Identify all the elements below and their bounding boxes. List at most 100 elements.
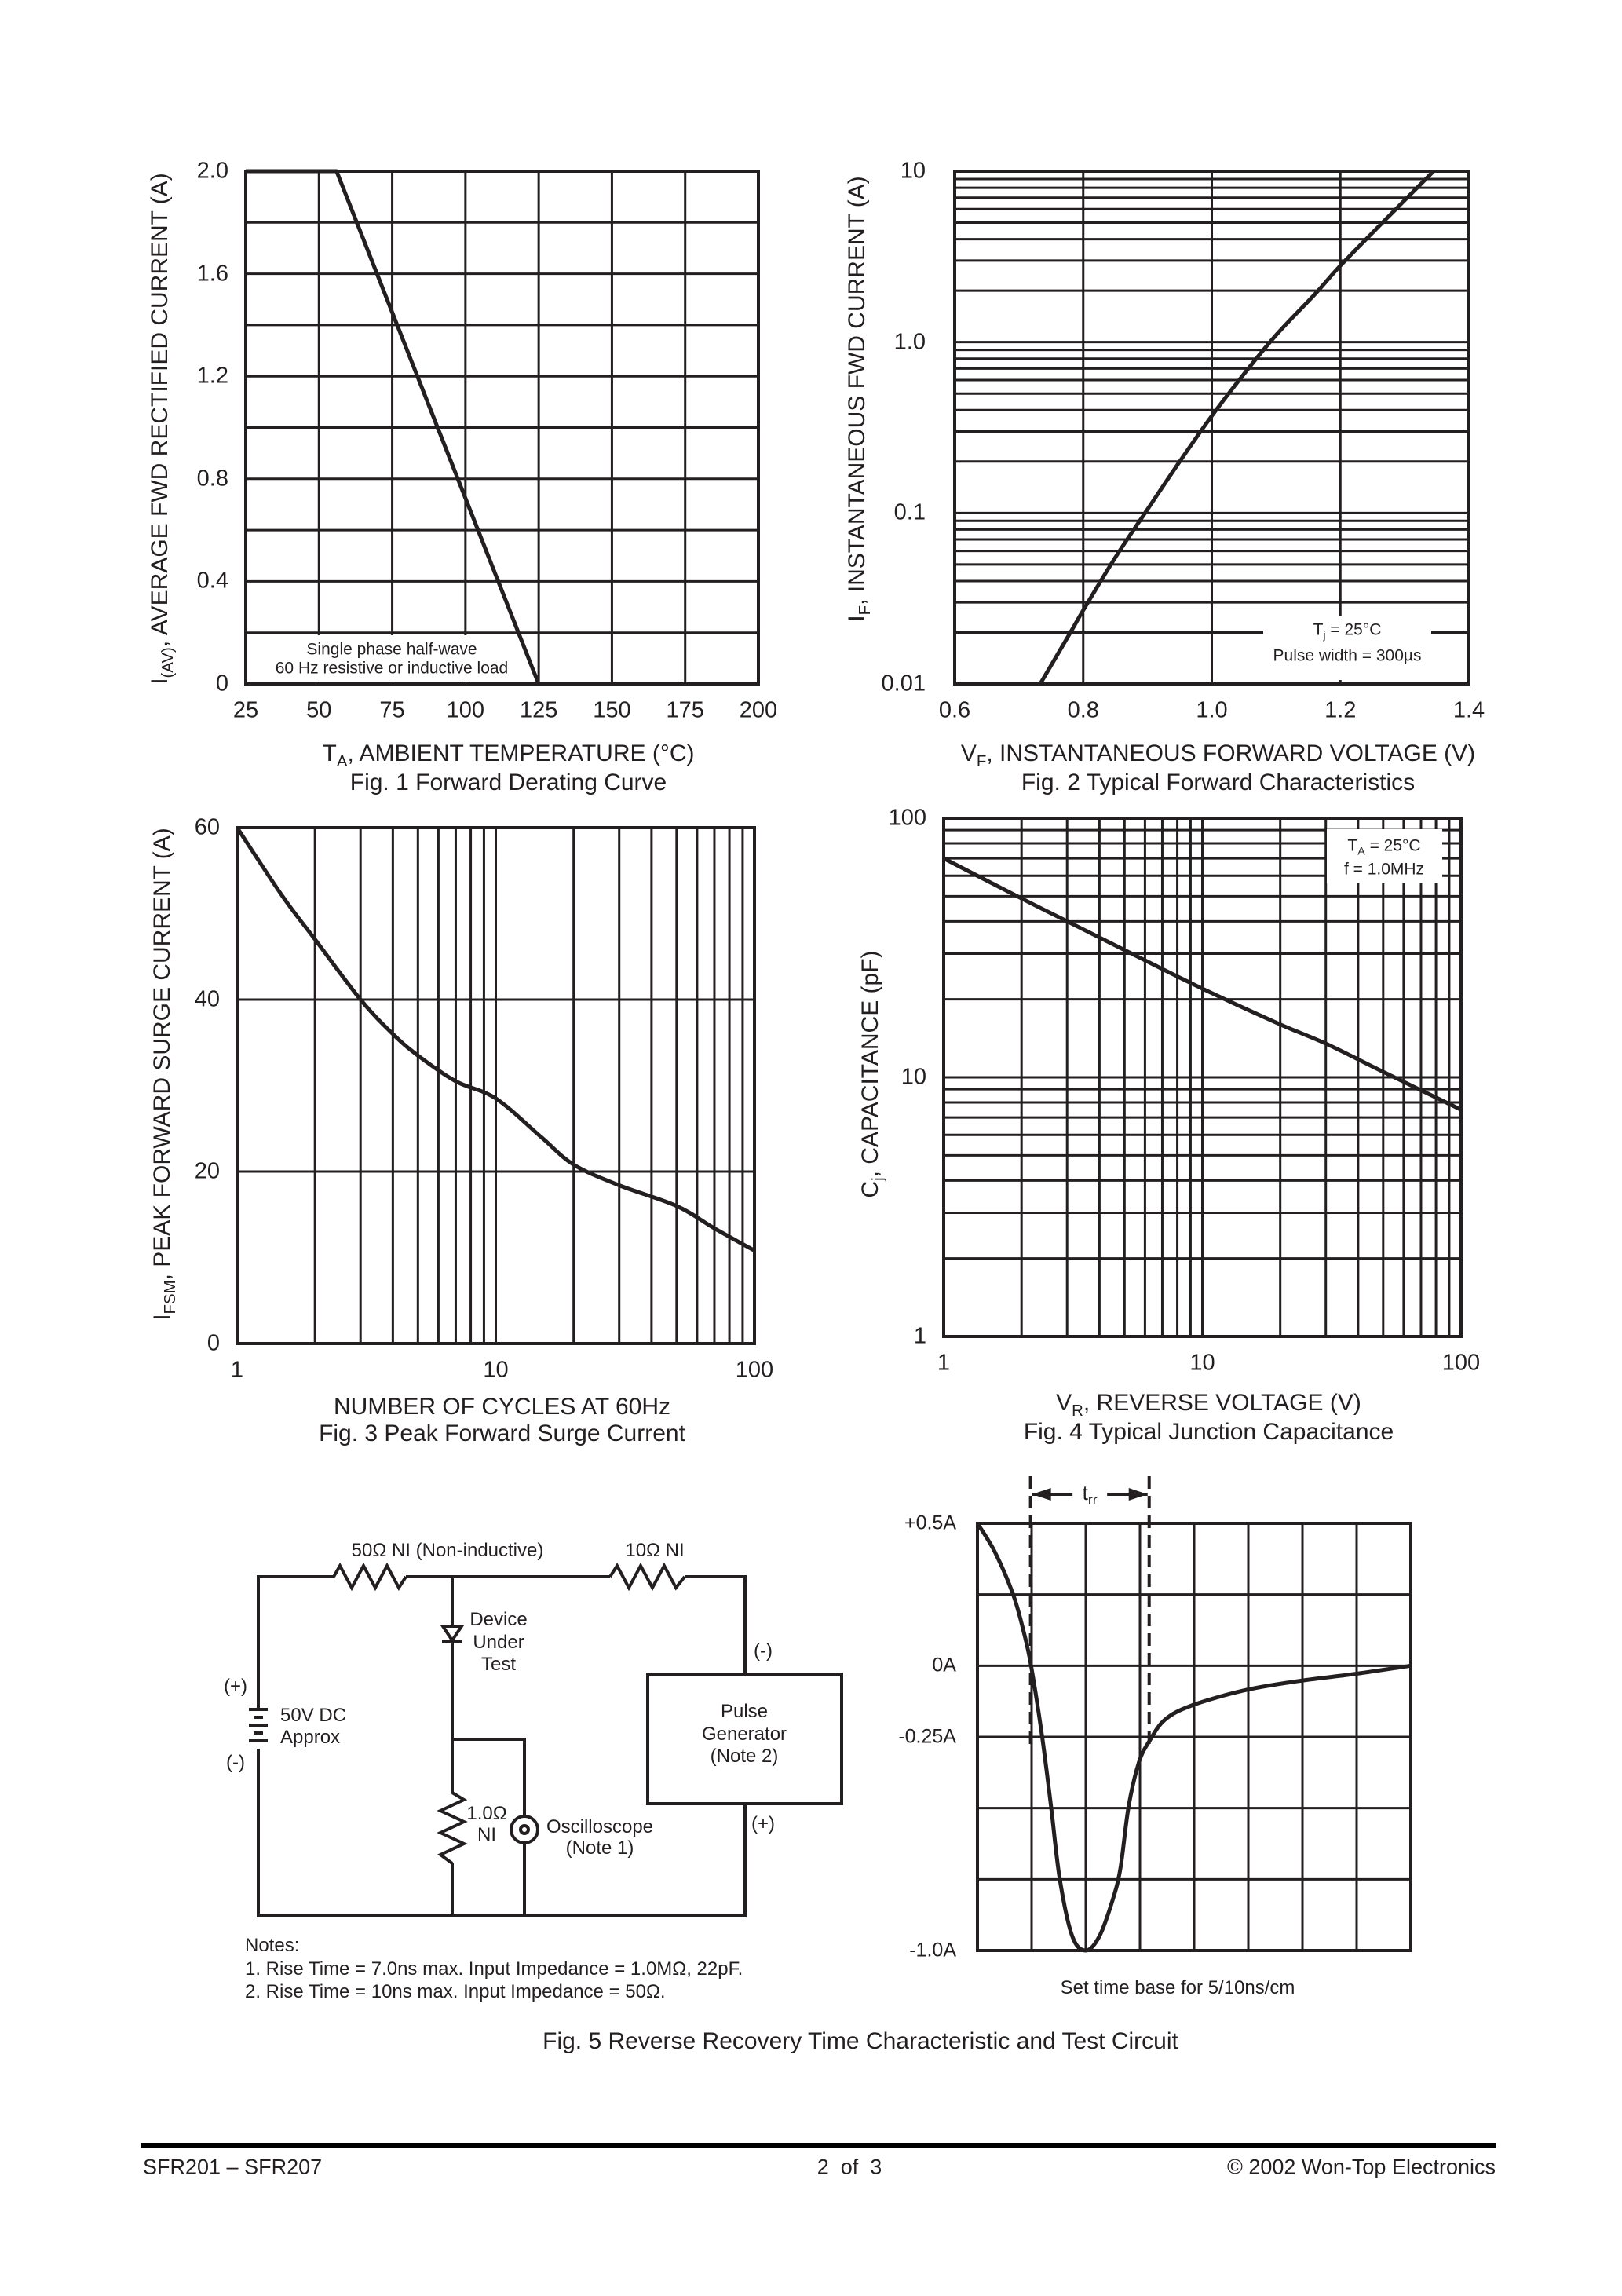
x-axis-title-main: V xyxy=(1056,1390,1072,1416)
x-axis-title-sub: F xyxy=(976,753,987,771)
y-axis-title-main: C xyxy=(857,1180,883,1198)
y-tick-label: 0.4 xyxy=(196,568,228,594)
r10-label: 10Ω NI xyxy=(625,1540,685,1561)
annotation-line: TA = 25°C xyxy=(1347,836,1420,858)
y-tick-label: 0.01 xyxy=(881,671,926,696)
figure-caption: Fig. 3 Peak Forward Surge Current xyxy=(319,1420,685,1446)
y-tick-label: 0 xyxy=(215,671,228,696)
plot-frame xyxy=(942,817,1463,1338)
y-tick-label: 1 xyxy=(913,1323,926,1349)
x-axis-title: NUMBER OF CYCLES AT 60Hz xyxy=(334,1395,670,1419)
annotation-box xyxy=(1263,616,1431,680)
x-axis-title-main: NUMBER OF CYCLES AT 60Hz xyxy=(334,1394,670,1420)
chart-fig-2 xyxy=(953,170,1470,686)
x-tick-label: 1.0 xyxy=(1196,697,1228,723)
annotation-line: 60 Hz resistive or inductive load xyxy=(276,660,508,677)
generator-plus-label: (+) xyxy=(751,1813,775,1834)
wire xyxy=(257,1749,747,1917)
y-axis-title-rest: , INSTANTANEOUS FWD CURRENT (A) xyxy=(844,176,870,605)
annotation-line-main: T xyxy=(1313,620,1324,639)
y-tick-label: 2.0 xyxy=(196,158,228,184)
chart-fig-1 xyxy=(244,169,760,686)
y-tick-label: 1.2 xyxy=(196,363,228,389)
x-tick-label: 50 xyxy=(306,697,332,723)
x-tick-label: 100 xyxy=(446,697,485,723)
y-tick-label: 0A xyxy=(932,1654,956,1676)
x-tick-label: 75 xyxy=(379,697,405,723)
x-tick-label: 0.6 xyxy=(938,697,971,723)
x-tick-label: 1 xyxy=(230,1357,244,1383)
annotation-line-main: Single phase half-wave xyxy=(306,640,477,659)
y-axis-title: I(AV), AVERAGE FWD RECTIFIED CURRENT (A) xyxy=(147,173,177,685)
battery-label-line2: Approx xyxy=(280,1727,341,1748)
charts xyxy=(235,169,1470,1953)
x-tick-label: 10 xyxy=(483,1357,509,1383)
x-axis-title-sub: A xyxy=(336,753,348,771)
y-axis-title-rest: , PEAK FORWARD SURGE CURRENT (A) xyxy=(149,828,175,1281)
time-base-note: Set time base for 5/10ns/cm xyxy=(1060,1977,1295,1998)
figure-caption: Fig. 1 Forward Derating Curve xyxy=(349,770,667,795)
trr-label-sub: rr xyxy=(1087,1492,1098,1508)
dut-label-line1: Device xyxy=(469,1609,528,1630)
annotation-line-sub: A xyxy=(1357,845,1365,858)
plot-frame xyxy=(236,826,756,1345)
y-axis-title-main: I xyxy=(844,615,870,622)
x-axis-title-rest: , REVERSE VOLTAGE (V) xyxy=(1083,1390,1361,1416)
scope-label-line1: Oscilloscope xyxy=(546,1816,654,1837)
annotation-line: Pulse width = 300µs xyxy=(1273,648,1422,664)
x-tick-label: 0.8 xyxy=(1067,697,1099,723)
y-axis-title: IF, INSTANTANEOUS FWD CURRENT (A) xyxy=(844,176,874,622)
battery-plus-label: (+) xyxy=(224,1676,247,1697)
annotation-line: f = 1.0MHz xyxy=(1344,861,1424,878)
annotation-line-main: 60 Hz resistive or inductive load xyxy=(275,659,509,678)
trr-label: trr xyxy=(1082,1481,1098,1507)
annotation-line: Single phase half-wave xyxy=(306,642,477,658)
x-tick-label: 100 xyxy=(1441,1350,1481,1376)
figure-caption: Fig. 5 Reverse Recovery Time Characteris… xyxy=(542,2028,1178,2054)
trr-label-main: t xyxy=(1082,1481,1088,1504)
annotation-box xyxy=(269,635,516,682)
y-tick-label: 40 xyxy=(194,986,220,1012)
generator-label-line3: (Note 2) xyxy=(710,1746,779,1767)
y-tick-label: 0 xyxy=(206,1330,220,1356)
x-tick-label: 1 xyxy=(937,1350,951,1376)
y-tick-label: 10 xyxy=(900,158,926,184)
generator-label-line2: Generator xyxy=(701,1724,787,1745)
annotation-line: Tj = 25°C xyxy=(1313,620,1382,642)
x-axis-title-sub: R xyxy=(1072,1402,1083,1420)
wire xyxy=(685,1575,747,1674)
battery-icon xyxy=(249,1708,268,1742)
oscilloscope-probe-icon xyxy=(510,1815,539,1844)
plot-frame xyxy=(953,170,1470,686)
r50-label: 50Ω NI (Non-inductive) xyxy=(351,1540,544,1561)
x-tick-label: 1.4 xyxy=(1452,697,1485,723)
scope-label-line2: (Note 1) xyxy=(565,1837,634,1859)
footer-copyright: © 2002 Won-Top Electronics xyxy=(1226,2155,1496,2179)
x-tick-label: 10 xyxy=(1189,1350,1215,1376)
x-axis-title-main: V xyxy=(960,740,977,766)
y-tick-label: -1.0A xyxy=(909,1939,956,1961)
series-curve xyxy=(942,856,1463,1112)
x-axis-title-rest: , AMBIENT TEMPERATURE (°C) xyxy=(347,740,695,766)
annotation-line-sub: j xyxy=(1323,629,1326,642)
battery-minus-label: (-) xyxy=(226,1752,245,1773)
y-axis-title: Cj, CAPACITANCE (pF) xyxy=(857,950,887,1198)
y-axis-title-sub: F xyxy=(857,605,875,616)
y-axis-title: IFSM, PEAK FORWARD SURGE CURRENT (A) xyxy=(149,828,179,1321)
y-tick-label: -0.25A xyxy=(898,1725,956,1748)
r1-label-line2: NI xyxy=(477,1824,496,1845)
annotation-line-main: T xyxy=(1347,836,1358,855)
x-tick-label: 150 xyxy=(593,697,631,723)
annotation-line-main: Pulse width = 300µs xyxy=(1273,646,1422,665)
dut-label-line2: Under xyxy=(473,1632,524,1653)
y-axis-title-sub: FSM xyxy=(162,1280,180,1314)
series-curve xyxy=(1038,170,1435,686)
footer-page-number: 2 of 3 xyxy=(816,2155,882,2179)
y-tick-label: 1.6 xyxy=(196,261,228,287)
pulse-generator-box xyxy=(646,1673,843,1805)
chart-fig-5 xyxy=(975,1476,1412,1953)
arrowhead-right-icon xyxy=(1128,1488,1148,1501)
diode-icon xyxy=(440,1625,465,1643)
y-axis-title-rest: , AVERAGE FWD RECTIFIED CURRENT (A) xyxy=(147,173,173,648)
